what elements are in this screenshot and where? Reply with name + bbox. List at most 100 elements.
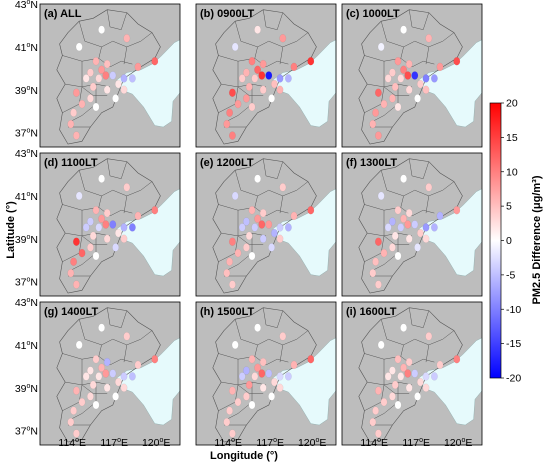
district-boundary (234, 170, 309, 197)
station-marker (243, 243, 250, 252)
latitude-tick-label: 39oN (15, 85, 38, 97)
station-marker (102, 369, 110, 378)
station-marker (248, 102, 256, 112)
station-marker (404, 369, 412, 378)
station-marker (389, 68, 396, 77)
district-boundary (98, 46, 102, 59)
station-marker (98, 25, 105, 34)
colorbar-label: PM2.5 Difference (μg/m³) (531, 175, 543, 304)
district-boundary (364, 359, 385, 411)
station-marker (89, 82, 97, 92)
station-marker (103, 59, 111, 69)
district-boundary (70, 84, 97, 122)
district-boundary (380, 21, 455, 48)
station-marker (103, 85, 111, 94)
district-boundary (98, 344, 102, 357)
station-marker (276, 85, 284, 94)
station-marker (414, 94, 421, 103)
district-boundary (234, 21, 309, 48)
district-boundary (62, 210, 83, 262)
station-marker (92, 102, 100, 112)
station-marker (243, 366, 250, 375)
panel-title: (g) 1400LT (44, 306, 98, 318)
station-marker (265, 71, 273, 80)
station-marker (389, 366, 396, 375)
station-marker (245, 380, 253, 390)
district-boundary (221, 232, 267, 237)
district-boundary (372, 84, 399, 122)
district-boundary (234, 319, 309, 346)
station-marker (384, 74, 392, 83)
district-boundary (237, 86, 264, 96)
station-marker (151, 355, 159, 364)
district-boundary (425, 195, 430, 214)
station-marker (73, 429, 80, 438)
station-marker (400, 65, 407, 74)
station-marker (394, 102, 402, 112)
station-marker (92, 251, 100, 261)
station-marker (391, 380, 399, 390)
station-marker (375, 237, 382, 246)
map-panel: (c) 1000LT (341, 3, 483, 148)
district-boundary (226, 382, 253, 420)
station-marker (229, 131, 236, 140)
district-boundary (218, 359, 239, 411)
station-marker (248, 400, 256, 410)
district-boundary (123, 195, 128, 214)
map-panel: (d) 1100LT (39, 152, 181, 297)
colorbar-tick-label: -15 (506, 338, 521, 350)
station-marker (422, 223, 430, 232)
station-marker (120, 85, 128, 94)
station-marker (123, 183, 131, 192)
station-marker (453, 57, 461, 66)
station-marker (290, 360, 298, 370)
district-boundary (400, 46, 404, 59)
longitude-tick-label: 120oE (142, 437, 170, 449)
colorbar-tick-label: 20 (506, 98, 518, 110)
district-boundary (408, 158, 430, 179)
station-marker (259, 208, 267, 218)
station-marker (384, 223, 392, 232)
station-marker (258, 369, 266, 378)
colorbar-tick-label: -10 (506, 304, 521, 316)
station-marker (78, 248, 86, 258)
latitude-tick-label: 39oN (15, 234, 38, 246)
district-boundary (78, 21, 153, 48)
station-marker (400, 174, 407, 183)
station-marker (400, 214, 407, 223)
station-marker (425, 34, 433, 43)
district-boundary (62, 61, 83, 113)
colorbar-tick-label: 15 (506, 132, 518, 144)
station-marker (394, 206, 402, 215)
station-marker (405, 357, 413, 367)
station-marker (404, 71, 412, 80)
station-marker (394, 251, 402, 261)
panel-title: (i) 1600LT (346, 306, 397, 318)
panel-frame (39, 301, 181, 446)
station-marker (285, 372, 292, 381)
latitude-tick-label: 37oN (15, 277, 38, 289)
longitude-tick-label: 120oE (298, 437, 326, 449)
station-marker (259, 383, 267, 392)
panel-title: (c) 1000LT (346, 8, 400, 20)
station-marker (226, 257, 233, 266)
panel-title: (e) 1200LT (200, 157, 254, 169)
station-marker (245, 82, 253, 92)
map-panel: (g) 1400LT (39, 301, 181, 446)
district-boundary (65, 83, 111, 88)
station-marker (120, 372, 128, 381)
station-marker (276, 383, 284, 392)
district-boundary (65, 232, 111, 237)
longitude-tick-label: 114oE (58, 437, 86, 449)
station-marker (372, 257, 379, 266)
district-boundary (221, 83, 267, 88)
station-marker (123, 34, 131, 43)
longitude-tick-label: 117oE (100, 437, 128, 449)
station-marker (394, 355, 402, 364)
station-marker (89, 231, 97, 241)
district-boundary (218, 210, 239, 262)
district-boundary (364, 210, 385, 262)
district-boundary (372, 382, 399, 420)
station-marker (87, 68, 94, 77)
station-marker (78, 397, 86, 407)
